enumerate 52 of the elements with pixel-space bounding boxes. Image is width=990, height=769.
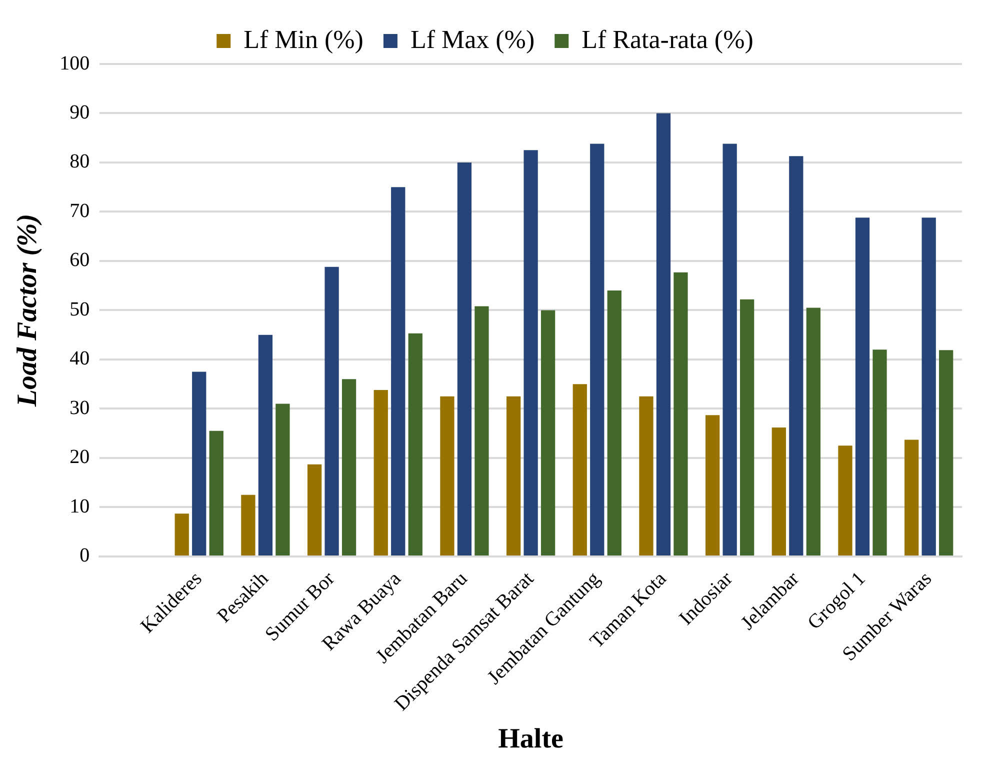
bar xyxy=(342,379,356,556)
y-tick-label: 60 xyxy=(70,249,90,272)
y-tick-label: 100 xyxy=(60,52,90,74)
y-tick-label: 10 xyxy=(70,495,90,518)
y-axis-title: Load Factor (%) xyxy=(12,214,44,408)
y-tick-label: 90 xyxy=(70,101,90,124)
bar xyxy=(789,156,804,556)
bar xyxy=(872,350,887,556)
bar xyxy=(391,187,406,556)
bar xyxy=(740,299,754,556)
bar xyxy=(904,440,919,556)
bar xyxy=(838,446,852,556)
bar xyxy=(474,306,489,556)
bar xyxy=(258,334,273,556)
bar xyxy=(440,396,454,556)
y-tick-label: 0 xyxy=(80,544,90,567)
legend-label: Lf Rata-rata (%) xyxy=(582,24,754,54)
bar xyxy=(307,464,322,556)
bar xyxy=(590,144,604,556)
bar xyxy=(276,404,290,556)
bar xyxy=(506,396,521,556)
bar xyxy=(656,113,671,556)
bar xyxy=(408,333,422,556)
bar xyxy=(524,150,538,556)
bar xyxy=(855,218,870,556)
legend-label: Lf Max (%) xyxy=(410,24,535,54)
y-tick-label: 70 xyxy=(70,200,90,222)
bar xyxy=(607,290,622,556)
bar xyxy=(639,396,654,556)
bar xyxy=(772,427,786,556)
bar xyxy=(174,514,189,556)
bar xyxy=(324,266,339,556)
y-tick-label: 80 xyxy=(70,150,90,173)
bar xyxy=(806,308,820,556)
bar xyxy=(705,415,720,556)
bar xyxy=(209,430,224,556)
bar xyxy=(192,372,206,556)
bar xyxy=(374,390,388,556)
y-tick-label: 20 xyxy=(70,446,90,468)
bar xyxy=(241,494,256,556)
bar xyxy=(674,272,688,556)
bar xyxy=(922,218,936,556)
bar xyxy=(722,144,737,556)
y-tick-label: 30 xyxy=(70,396,90,419)
bar xyxy=(939,350,954,556)
bar xyxy=(540,310,556,556)
y-tick-label: 50 xyxy=(70,298,90,320)
x-axis-title: Halte xyxy=(498,723,564,754)
y-tick-label: 40 xyxy=(70,348,90,370)
bar xyxy=(457,162,472,556)
legend-label: Lf Min (%) xyxy=(244,24,364,54)
bar xyxy=(572,384,587,556)
